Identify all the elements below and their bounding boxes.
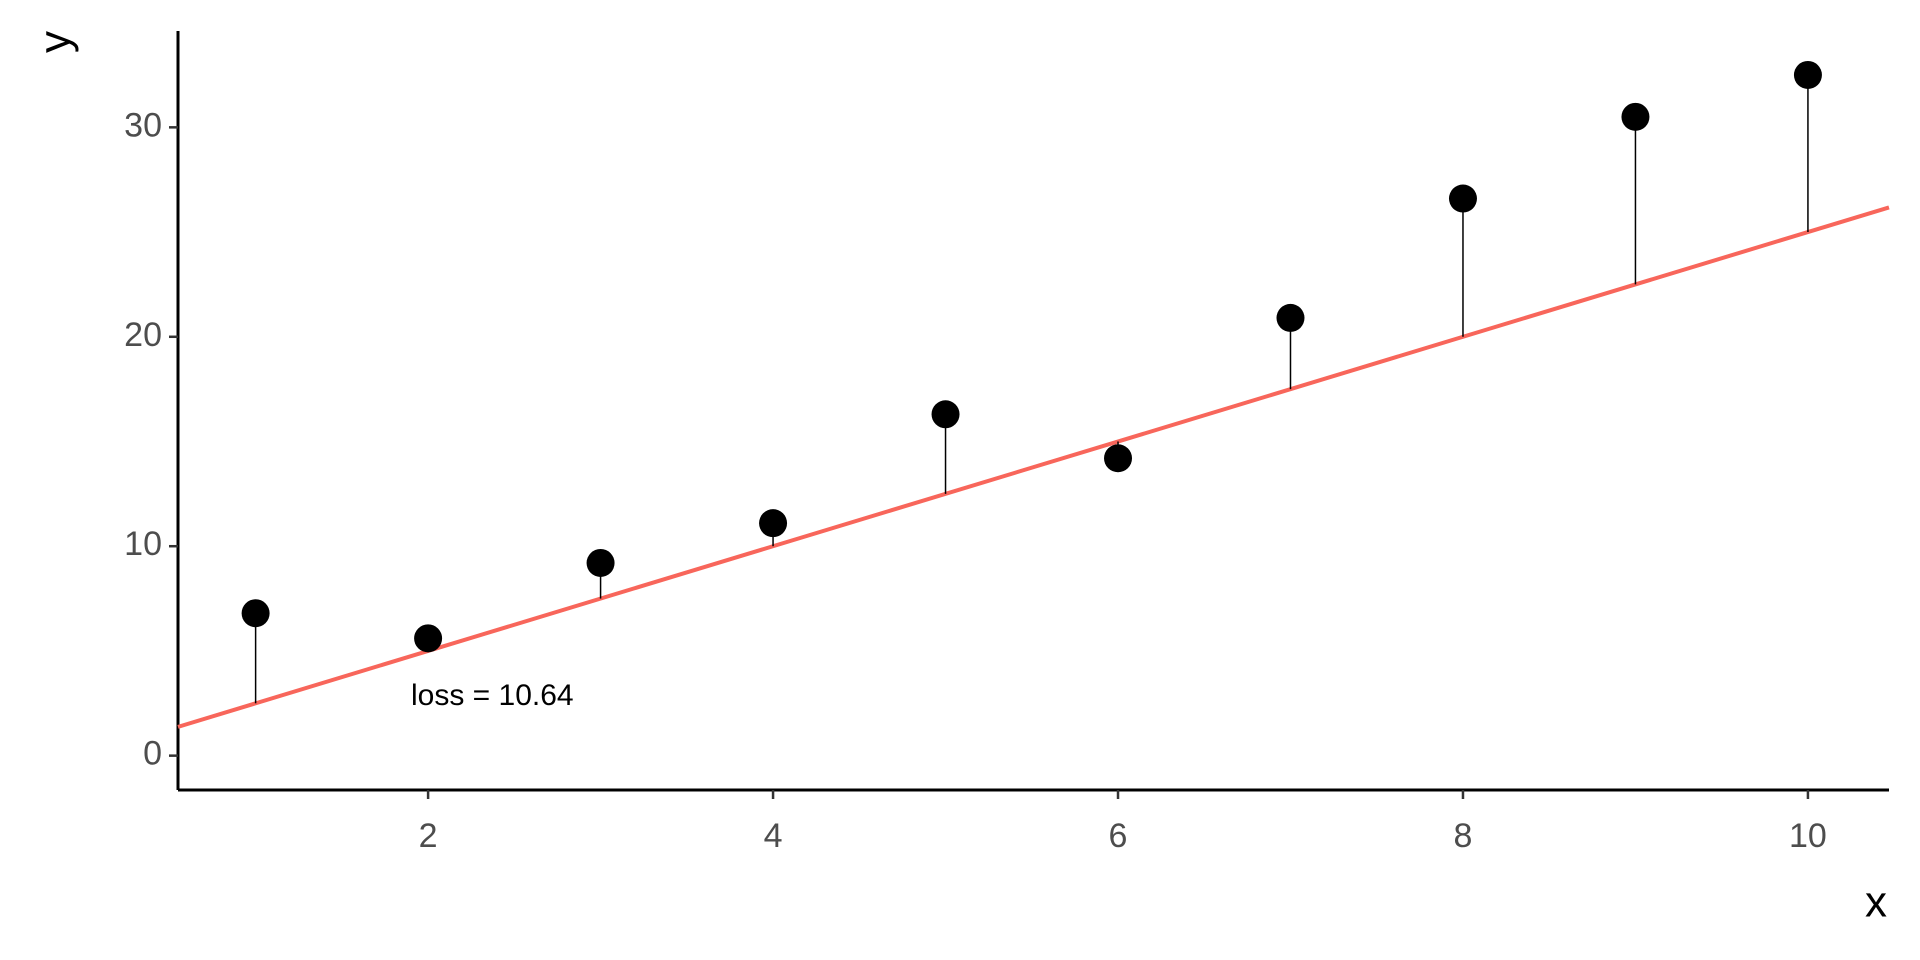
annotation: loss = 10.64 [411, 679, 574, 712]
x-tick-label: 8 [1454, 817, 1473, 855]
fit-line [177, 205, 1890, 729]
point [414, 624, 443, 653]
point [1104, 444, 1133, 473]
x-axis-title: x [1865, 878, 1887, 927]
point [1448, 184, 1477, 213]
y-tick-label: 30 [124, 106, 162, 144]
y-tick-label: 0 [143, 735, 162, 773]
x-tick-label: 6 [1109, 817, 1128, 855]
point [1276, 303, 1305, 332]
point [1793, 60, 1822, 89]
point [931, 400, 960, 429]
x-tick-label: 2 [419, 817, 438, 855]
x-tick-label: 10 [1789, 817, 1827, 855]
x-tick-label: 4 [764, 817, 783, 855]
y-axis-title: y [31, 31, 80, 53]
point [241, 599, 270, 628]
point [1621, 102, 1650, 131]
y-tick-label: 10 [124, 525, 162, 563]
point [586, 548, 615, 577]
y-tick-label: 20 [124, 316, 162, 354]
point [759, 509, 788, 538]
